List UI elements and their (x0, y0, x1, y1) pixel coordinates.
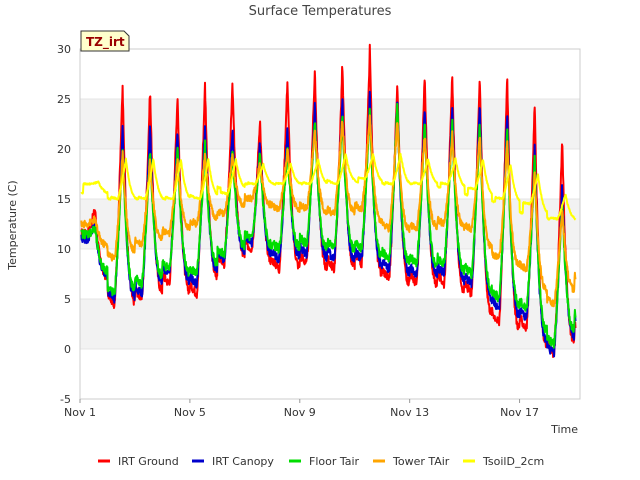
legend-label: Floor Tair (309, 455, 360, 468)
x-tick-label: Nov 5 (174, 406, 206, 419)
x-tick-label: Nov 17 (500, 406, 539, 419)
legend-label: IRT Canopy (212, 455, 274, 468)
legend-label: IRT Ground (118, 455, 179, 468)
y-tick-label: -5 (60, 393, 71, 406)
series-line-irt-ground (80, 43, 577, 358)
series-layer (80, 43, 577, 358)
x-axis-label: Time (550, 423, 578, 436)
series-line-tsoild-2cm (80, 152, 577, 221)
x-tick-label: Nov 1 (64, 406, 96, 419)
y-tick-label: 30 (57, 43, 71, 56)
tz-badge: TZ_irt (80, 30, 130, 52)
y-axis: -5 0 5 10 15 20 25 30 (57, 43, 71, 406)
y-axis-label: Temperature (C) (6, 180, 19, 270)
y-tick-label: 25 (57, 93, 71, 106)
chart-title: Surface Temperatures (249, 4, 392, 19)
background-band (80, 299, 580, 349)
y-tick-label: 5 (64, 293, 71, 306)
series-line-tower-tair (80, 114, 577, 308)
plot-frame (79, 48, 581, 400)
y-tick-label: 0 (64, 343, 71, 356)
y-tick-label: 20 (57, 143, 71, 156)
background-band (80, 99, 580, 149)
x-tick-label: Nov 9 (284, 406, 316, 419)
series-line-irt-canopy (80, 90, 577, 358)
x-axis: Nov 1 Nov 5 Nov 9 Nov 13 Nov 17 (64, 399, 539, 419)
tz-badge-label: TZ_irt (86, 35, 125, 50)
legend: IRT Ground IRT Canopy Floor Tair Tower TAir… (98, 455, 544, 468)
y-tick-label: 10 (57, 243, 71, 256)
x-tick-label: Nov 13 (390, 406, 429, 419)
series-line-floor-tair (80, 102, 577, 349)
legend-label: Tower TAir (392, 455, 450, 468)
y-tick-label: 15 (57, 193, 71, 206)
legend-label: TsoilD_2cm (482, 455, 544, 468)
